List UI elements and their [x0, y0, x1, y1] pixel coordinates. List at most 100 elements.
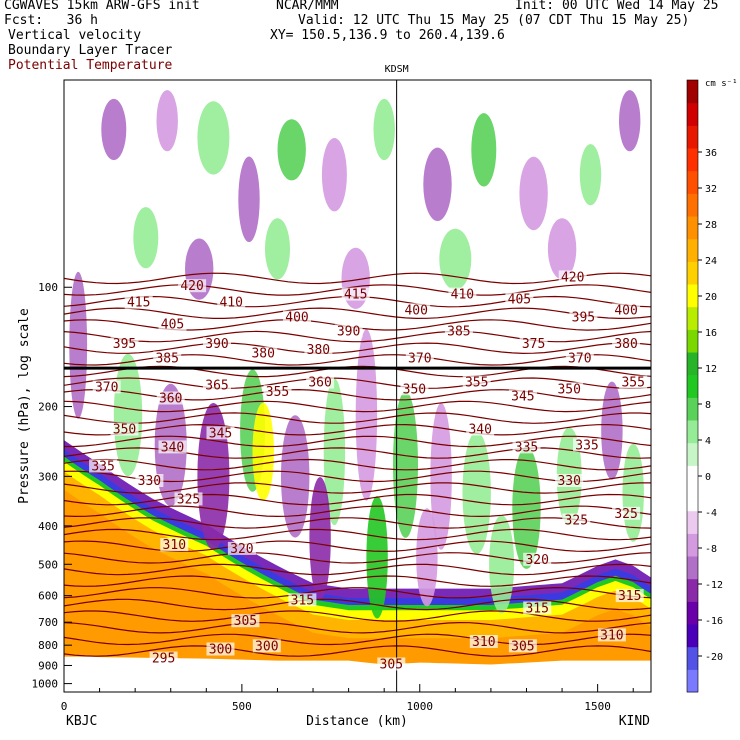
isentrope-label: 390: [337, 324, 360, 339]
colorbar-tick-label: -16: [705, 616, 723, 627]
isentrope-label: 350: [113, 423, 136, 438]
isentrope-label: 340: [161, 440, 184, 455]
isentrope-line: [64, 272, 651, 285]
isentrope-label: 350: [557, 382, 580, 397]
colorbar-tick-label: -20: [705, 652, 723, 663]
colorbar-bin: [687, 646, 698, 670]
isentrope-label-bg: [203, 378, 231, 392]
isentrope-label-bg: [573, 438, 601, 452]
isentrope-label-bg: [402, 303, 431, 317]
isentrope-label: 345: [511, 390, 534, 405]
isentrope-label-bg: [178, 279, 207, 293]
colorbar-bin: [687, 397, 698, 421]
isentrope-label-bg: [149, 651, 178, 665]
colorbar-bin: [687, 352, 698, 376]
isentrope-label: 355: [266, 385, 289, 400]
isentrope-label: 395: [113, 337, 136, 352]
isentrope-label: 400: [614, 303, 637, 318]
isentrope-label: 355: [621, 376, 644, 391]
y-tick-label: 200: [38, 401, 58, 414]
field-vertical-velocity: Vertical velocity: [8, 28, 142, 43]
isentrope-line: [64, 528, 651, 541]
y-axis-label: Pressure (hPa), log scale: [17, 308, 32, 504]
boundary-layer-amber: [64, 466, 651, 639]
velocity-cell: [309, 477, 331, 600]
isentrope-label: 335: [91, 460, 114, 475]
isentrope-line: [64, 575, 651, 587]
isentrope-label: 305: [511, 639, 534, 654]
y-tick-label: 1000: [32, 678, 59, 691]
isentrope-label: 305: [234, 614, 257, 629]
velocity-cell: [579, 144, 602, 206]
isentrope-label: 410: [219, 296, 242, 311]
isentrope-line: [64, 435, 651, 448]
isentrope-label: 410: [451, 288, 474, 303]
isentrope-label-bg: [153, 351, 182, 365]
isentrope-line: [64, 610, 651, 622]
colorbar-unit: cm s⁻¹: [705, 79, 738, 89]
y-tick-label: 600: [38, 590, 58, 603]
isentrope-label: 380: [307, 343, 330, 358]
x-tick-label: 0: [61, 700, 68, 713]
colorbar-tick-label: 24: [705, 256, 717, 267]
isentrope-label-bg: [227, 541, 256, 555]
isentrope-label-bg: [124, 295, 153, 309]
isentrope-label: 300: [209, 643, 232, 658]
isentrope-line: [64, 412, 651, 424]
isentrope-label: 320: [230, 542, 253, 557]
isentrope-label: 325: [177, 492, 200, 507]
colorbar-bin: [687, 374, 698, 398]
velocity-cell: [601, 381, 623, 480]
colorbar-tick-label: 12: [705, 364, 717, 375]
colorbar-bin: [687, 148, 698, 172]
isentrope-line: [64, 354, 651, 366]
velocity-cell: [321, 138, 347, 212]
y-tick-label: 700: [38, 616, 58, 629]
isentrope-label-bg: [158, 317, 187, 331]
colorbar-bin: [687, 102, 698, 126]
velocity-cell: [133, 207, 159, 269]
colorbar-tick-label: -8: [705, 544, 717, 555]
colorbar-bin: [687, 669, 698, 693]
colorbar-bin: [687, 329, 698, 353]
isentrope-label-bg: [206, 642, 235, 656]
isentrope-line: [64, 342, 651, 355]
isentrope-label-bg: [508, 389, 537, 403]
colorbar-tick-label: 28: [705, 220, 717, 231]
isentrope-label-bg: [92, 380, 121, 394]
isentrope-label: 385: [447, 324, 470, 339]
y-tick-label: 300: [38, 470, 58, 483]
isentrope-label-bg: [519, 337, 548, 351]
velocity-cell: [69, 271, 88, 419]
colorbar-tick-label: 32: [705, 184, 717, 195]
isentrope-label-bg: [448, 287, 477, 301]
isentrope-label: 415: [127, 296, 150, 311]
colorbar-tick-label: 4: [705, 436, 711, 447]
isentrope-label: 405: [161, 318, 184, 333]
colorbar-bin: [687, 556, 698, 580]
isentrope-label-bg: [263, 385, 292, 399]
right-endpoint-label: KIND: [619, 714, 650, 729]
isentrope-label: 355: [465, 376, 488, 391]
colorbar-bin: [687, 578, 698, 602]
isentrope-line: [64, 330, 651, 343]
velocity-cell: [416, 508, 438, 607]
colorbar-bin: [687, 306, 698, 330]
plot-frame: [63, 79, 652, 693]
velocity-cell: [113, 353, 143, 477]
isentrope-line: [64, 621, 651, 634]
x-axis-label: Distance (km): [306, 714, 408, 729]
isentrope-label: 325: [614, 507, 637, 522]
boundary-layer-green: [64, 453, 651, 611]
isentrope-label-bg: [462, 375, 491, 389]
isentrope-label-bg: [249, 346, 278, 360]
isentrope-label: 330: [557, 474, 580, 489]
colorbar-bin: [687, 125, 698, 149]
isentrope-label-bg: [512, 440, 541, 454]
colorbar-tick-label: 20: [705, 292, 717, 303]
velocity-cell: [323, 378, 346, 526]
colorbar-bin: [687, 238, 698, 262]
boundary-layer-orange: [64, 477, 651, 665]
isentrope-label-bg: [217, 295, 246, 309]
isentrope-label: 335: [575, 438, 598, 453]
